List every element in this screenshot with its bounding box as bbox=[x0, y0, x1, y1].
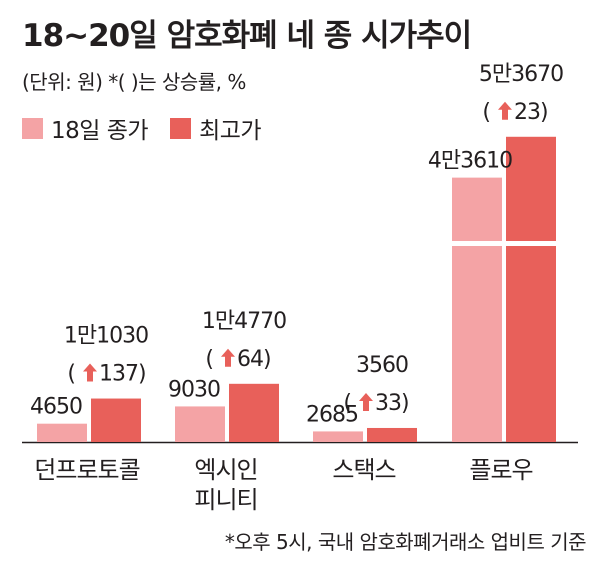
category-label-3-0: 플로우 bbox=[469, 456, 532, 484]
increase-open-paren-3: ( bbox=[482, 100, 491, 125]
bar-high-2 bbox=[367, 427, 417, 442]
data-label-close-3: 4만3610 bbox=[428, 149, 512, 174]
increase-arrow-icon-2 bbox=[359, 392, 373, 411]
bar-high-1 bbox=[229, 383, 279, 442]
footnote: *오후 5시, 국내 암호화폐거래소 업비트 기준 bbox=[224, 530, 587, 554]
data-label-close-0: 4650 bbox=[30, 395, 82, 420]
data-label-close-2: 2685 bbox=[306, 402, 358, 427]
legend-item-close: 18일 종가 bbox=[22, 111, 149, 145]
category-label-0-0: 던프로토콜 bbox=[34, 456, 139, 484]
legend-swatch-close bbox=[22, 117, 43, 139]
increase-label-1: 64) bbox=[237, 347, 271, 372]
category-label-2-0: 스택스 bbox=[332, 456, 395, 484]
increase-label-2: 33) bbox=[375, 391, 409, 416]
legend-swatch-high bbox=[170, 117, 192, 139]
legend-label-high: 최고가 bbox=[199, 118, 262, 144]
bar-high-3 bbox=[506, 136, 556, 443]
category-label-1-0: 엑시인 bbox=[194, 456, 257, 484]
data-label-high-1: 1만4770 bbox=[202, 309, 286, 334]
increase-label-3: 23) bbox=[514, 100, 548, 125]
increase-open-paren-2: ( bbox=[343, 391, 352, 416]
legend-label-close: 18일 종가 bbox=[51, 118, 149, 144]
bar-close-1 bbox=[175, 406, 225, 442]
bar-close-2 bbox=[313, 431, 363, 442]
increase-open-paren-1: ( bbox=[205, 347, 214, 372]
chart-title: 18~20일 암호화폐 네 종 시가추이 bbox=[22, 18, 472, 54]
data-label-high-2: 3560 bbox=[356, 353, 408, 378]
category-label-1-1: 피니티 bbox=[194, 486, 257, 514]
axis-break-gap bbox=[450, 241, 558, 246]
legend-item-high: 최고가 bbox=[170, 111, 262, 145]
data-label-high-0: 1만1030 bbox=[64, 324, 148, 349]
increase-arrow-icon-3 bbox=[498, 101, 512, 120]
bar-close-3 bbox=[452, 177, 502, 442]
legend: 18일 종가 최고가 bbox=[22, 111, 283, 145]
bar-high-0 bbox=[91, 398, 141, 442]
increase-label-0: 137) bbox=[99, 362, 146, 387]
bar-close-0 bbox=[37, 423, 87, 442]
increase-arrow-icon-1 bbox=[221, 348, 235, 367]
unit-note: (단위: 원) *( )는 상승률, % bbox=[22, 70, 246, 94]
data-label-close-1: 9030 bbox=[168, 377, 220, 402]
increase-open-paren-0: ( bbox=[67, 362, 76, 387]
increase-arrow-icon-0 bbox=[83, 363, 97, 382]
data-label-high-3: 5만3670 bbox=[479, 62, 563, 87]
